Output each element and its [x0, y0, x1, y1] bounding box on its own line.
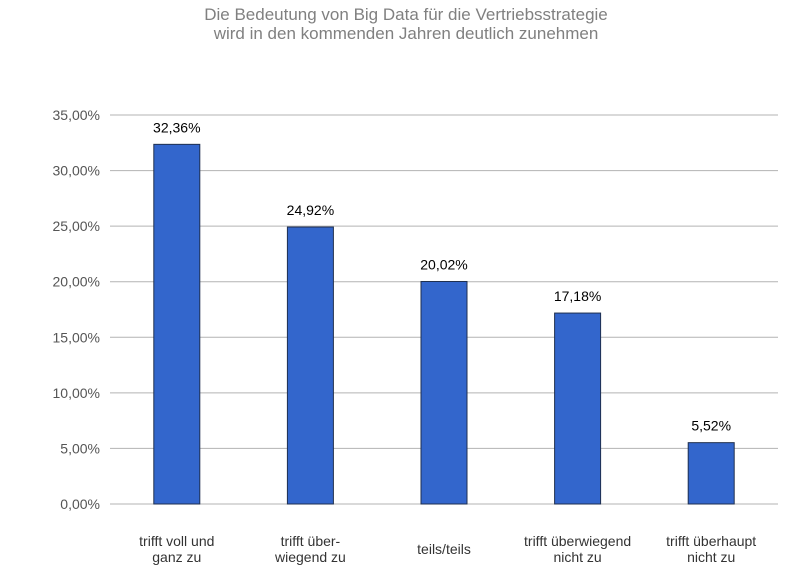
data-labels: 32,36% 24,92% 20,02% 17,18% 5,52%	[153, 119, 731, 433]
x-category-label: nicht zu	[687, 549, 735, 565]
y-tick-label: 0,00%	[60, 496, 100, 512]
data-label: 17,18%	[554, 288, 601, 304]
y-tick-label: 25,00%	[53, 218, 100, 234]
y-tick-label: 35,00%	[53, 107, 100, 123]
x-category-label: trifft über-	[281, 533, 341, 549]
y-tick-label: 30,00%	[53, 163, 100, 179]
x-category-label: ganz zu	[152, 549, 201, 565]
data-label: 20,02%	[420, 256, 467, 272]
bars	[153, 143, 735, 505]
data-label: 5,52%	[691, 418, 731, 434]
bar	[153, 143, 201, 505]
x-category-label: trifft voll und	[139, 533, 214, 549]
y-tick-label: 10,00%	[53, 385, 100, 401]
x-category-label: trifft überhaupt	[666, 533, 756, 549]
x-category-label: nicht zu	[553, 549, 601, 565]
x-category-label: wiegend zu	[274, 549, 346, 565]
chart-title: Die Bedeutung von Big Data für die Vertr…	[204, 5, 608, 43]
y-tick-label: 5,00%	[60, 440, 100, 456]
bar	[286, 226, 334, 505]
chart-title-line-1: Die Bedeutung von Big Data für die Vertr…	[204, 5, 608, 24]
y-tick-label: 20,00%	[53, 274, 100, 290]
x-category-label: trifft überwiegend	[524, 533, 631, 549]
data-label: 32,36%	[153, 119, 200, 135]
chart-title-line-2: wird in den kommenden Jahren deutlich zu…	[213, 24, 599, 43]
data-label: 24,92%	[287, 202, 334, 218]
bar	[554, 312, 602, 505]
x-category-label: teils/teils	[417, 541, 471, 557]
y-tick-label: 15,00%	[53, 329, 100, 345]
bar	[687, 442, 735, 505]
bar	[420, 280, 468, 505]
y-axis-tick-labels: 0,00% 5,00% 10,00% 15,00% 20,00% 25,00% 30,00%…	[53, 107, 100, 512]
